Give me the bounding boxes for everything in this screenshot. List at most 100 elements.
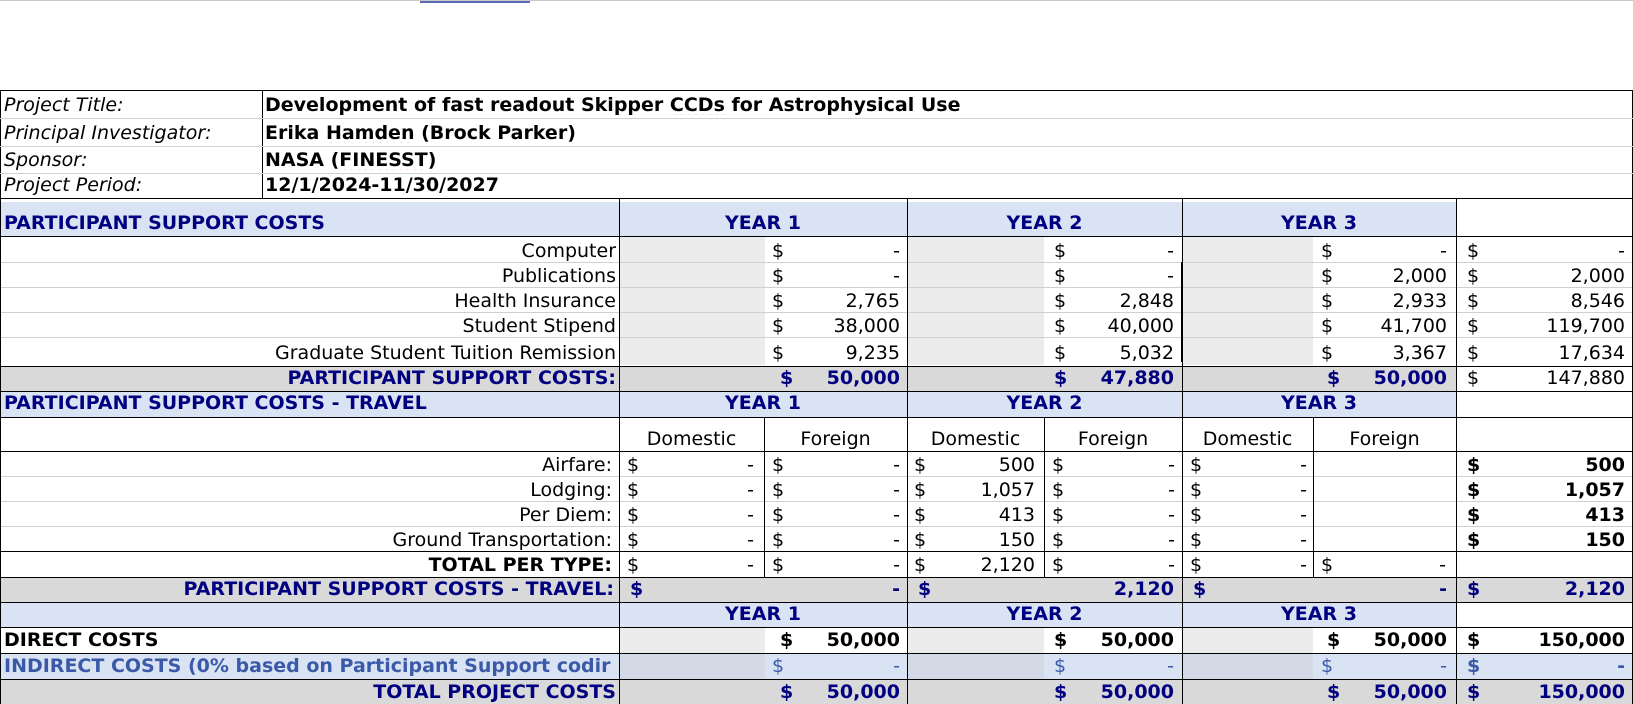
travel-col-foreign: Foreign (1349, 430, 1420, 449)
psc-y1-value[interactable]: 2,765 (845, 292, 900, 311)
psc-y3-value[interactable]: 3,367 (1392, 344, 1447, 363)
travel-value[interactable]: - (747, 456, 754, 475)
psc-total-value[interactable]: 17,634 (1558, 344, 1625, 363)
travel-value[interactable]: - (747, 481, 754, 500)
travel-value[interactable]: - (1300, 456, 1307, 475)
psc-y1-value[interactable]: - (893, 267, 900, 286)
travel-header: PARTICIPANT SUPPORT COSTS - TRAVEL (4, 394, 427, 413)
travel-value[interactable]: 150 (998, 531, 1035, 550)
total-y2[interactable]: 50,000 (1100, 683, 1174, 702)
psc-y3-value[interactable]: 2,000 (1392, 267, 1447, 286)
total-y3[interactable]: 50,000 (1373, 683, 1447, 702)
travel-subtotal-y1[interactable]: - (892, 580, 900, 599)
border (1181, 262, 1182, 362)
indirect-y1[interactable]: - (893, 657, 900, 676)
currency-sign: $ (772, 292, 785, 311)
travel-value[interactable]: - (1168, 456, 1175, 475)
psc-y2-value[interactable]: 5,032 (1119, 344, 1174, 363)
currency-sign: $ (1054, 344, 1067, 363)
border (1456, 198, 1457, 704)
travel-value[interactable]: - (1168, 506, 1175, 525)
currency-sign: $ (630, 580, 644, 599)
psc-y3-value[interactable]: 2,933 (1392, 292, 1447, 311)
psc-total-value[interactable]: 2,000 (1570, 267, 1625, 286)
travel-value[interactable]: - (1300, 506, 1307, 525)
currency-sign: $ (1052, 456, 1065, 475)
pi-value[interactable]: Erika Hamden (Brock Parker) (265, 124, 576, 143)
currency-sign: $ (1321, 267, 1334, 286)
psc-y2-value[interactable]: - (1167, 267, 1174, 286)
indirect-total[interactable]: - (1617, 657, 1625, 676)
travel-value[interactable]: - (893, 506, 900, 525)
travel-subtotal-total[interactable]: 2,120 (1564, 580, 1625, 599)
psc-y1-value[interactable]: - (893, 242, 900, 261)
travel-row-total[interactable]: 150 (1585, 531, 1625, 550)
psc-subtotal-y2[interactable]: 47,880 (1100, 369, 1174, 388)
travel-per-type-value[interactable]: - (893, 556, 900, 575)
border (1182, 198, 1183, 704)
travel-value[interactable]: 413 (998, 506, 1035, 525)
travel-value[interactable]: - (747, 531, 754, 550)
project-title-value[interactable]: Development of fast readout Skipper CCDs… (265, 96, 960, 115)
border (0, 90, 1, 198)
currency-sign: $ (1321, 556, 1334, 575)
psc-subtotal-total[interactable]: 147,880 (1546, 369, 1625, 388)
total-y1[interactable]: 50,000 (826, 683, 900, 702)
currency-sign: $ (1054, 631, 1068, 650)
travel-value[interactable]: - (1168, 531, 1175, 550)
psc-y1-value[interactable]: 38,000 (833, 317, 900, 336)
currency-sign: $ (1467, 531, 1481, 550)
travel-row-total[interactable]: 1,057 (1564, 481, 1625, 500)
gridline (0, 501, 1633, 502)
direct-y1[interactable]: 50,000 (826, 631, 900, 650)
psc-total-value[interactable]: 119,700 (1546, 317, 1625, 336)
travel-value[interactable]: - (893, 456, 900, 475)
travel-subtotal-y3[interactable]: - (1439, 580, 1447, 599)
direct-y3[interactable]: 50,000 (1373, 631, 1447, 650)
travel-value[interactable]: - (1168, 481, 1175, 500)
travel-value[interactable]: 1,057 (980, 481, 1035, 500)
period-value[interactable]: 12/1/2024-11/30/2027 (265, 176, 499, 195)
travel-row-label: Lodging: (530, 481, 612, 500)
text: for Astrophysical Use (724, 96, 961, 115)
indirect-y2[interactable]: - (1167, 657, 1174, 676)
psc-total-value[interactable]: 8,546 (1570, 292, 1625, 311)
psc-subtotal-y1[interactable]: 50,000 (826, 369, 900, 388)
travel-value[interactable]: - (747, 506, 754, 525)
travel-value[interactable]: - (1300, 531, 1307, 550)
psc-y2-value[interactable]: - (1167, 242, 1174, 261)
psc-subtotal-y3[interactable]: 50,000 (1373, 369, 1447, 388)
psc-subtotal-label: PARTICIPANT SUPPORT COSTS: (287, 369, 616, 388)
currency-sign: $ (1054, 683, 1068, 702)
sponsor-value[interactable]: NASA (FINESST) (265, 151, 436, 170)
travel-row-label: Airfare: (542, 456, 612, 475)
currency-sign: $ (1054, 317, 1067, 336)
travel-per-type-value[interactable]: - (747, 556, 754, 575)
travel-row-total[interactable]: 500 (1585, 456, 1625, 475)
psc-y3-value[interactable]: 41,700 (1380, 317, 1447, 336)
travel-per-type-value[interactable]: 2,120 (980, 556, 1035, 575)
travel-value[interactable]: 500 (998, 456, 1035, 475)
travel-subtotal-y2[interactable]: 2,120 (1113, 580, 1174, 599)
currency-sign: $ (1467, 456, 1481, 475)
travel-value[interactable]: - (1300, 481, 1307, 500)
direct-y2[interactable]: 50,000 (1100, 631, 1174, 650)
psc-y3-value[interactable]: - (1440, 242, 1447, 261)
psc-y2-value[interactable]: 2,848 (1119, 292, 1174, 311)
psc-y1-value[interactable]: 9,235 (845, 344, 900, 363)
travel-value[interactable]: - (893, 481, 900, 500)
direct-total[interactable]: 150,000 (1538, 631, 1625, 650)
travel-per-type-value[interactable]: - (1300, 556, 1307, 575)
travel-value[interactable]: - (893, 531, 900, 550)
travel-row-total[interactable]: 413 (1585, 506, 1625, 525)
psc-total-value[interactable]: - (1618, 242, 1625, 261)
total-all[interactable]: 150,000 (1538, 683, 1625, 702)
psc-subtotal-band (0, 366, 1456, 391)
indirect-y3[interactable]: - (1440, 657, 1447, 676)
travel-per-type-value[interactable]: - (1168, 556, 1175, 575)
pi-label: Principal Investigator: (4, 124, 212, 143)
travel-per-type-value[interactable]: - (1439, 556, 1446, 575)
psc-y2-value[interactable]: 40,000 (1107, 317, 1174, 336)
psc-year1-header: YEAR 1 (725, 214, 801, 233)
shaded-cell (908, 628, 1044, 653)
